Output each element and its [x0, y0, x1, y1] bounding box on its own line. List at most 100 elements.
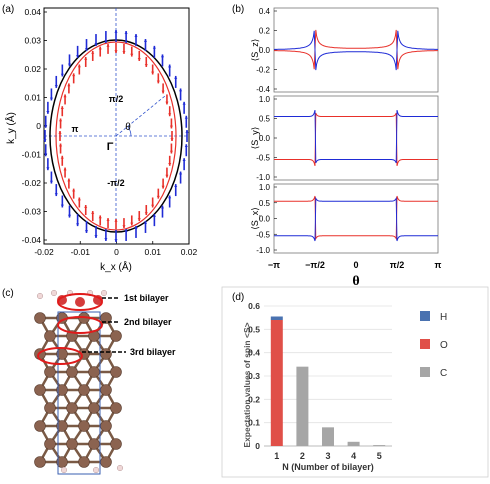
blue-spin-arrow — [94, 225, 98, 238]
chart-x-ticks: 1 2 3 4 5 — [274, 451, 381, 461]
carbon-atom — [78, 420, 90, 432]
y-tick-label: 0.0 — [259, 215, 271, 224]
red-spin-arrow — [84, 56, 88, 67]
blue-spin-arrow — [152, 45, 156, 58]
x-tick-label: 0 — [114, 247, 119, 257]
y-tick-label: 0.4 — [259, 7, 271, 16]
panel-a-ylabel: k_y (Å) — [4, 112, 17, 144]
y-tick-label: -0.4 — [256, 85, 270, 94]
panel-a-y-ticks: 0.04 0.03 0.02 0.01 0 -0.01 -0.02 -0.03 -0.04 — [22, 7, 47, 245]
blue-spin-arrow — [76, 45, 80, 58]
chart-ylabel: Expectation values of spin <S> — [242, 322, 252, 447]
red-spin-arrow — [91, 211, 95, 222]
carbon-atom — [44, 330, 56, 342]
label-minus-pi-half: -π/2 — [107, 178, 124, 188]
blue-spin-arrow — [84, 39, 89, 52]
blue-spin-arrow — [184, 115, 188, 128]
bar-c — [296, 366, 309, 446]
red-spin-arrow — [58, 131, 62, 141]
spin-subplot: 1.0 0.5 0.0 -0.5 -1.0 ⟨S_y⟩ — [250, 95, 439, 182]
red-spin-arrow — [106, 218, 110, 229]
label-pi-half: π/2 — [109, 94, 123, 104]
carbon-atom — [88, 438, 100, 450]
carbon-atom — [56, 420, 68, 432]
x-tick-label: 1 — [274, 451, 279, 461]
red-spin-curve — [274, 29, 438, 70]
red-spin-arrow — [72, 73, 76, 84]
x-tick-label: 0.01 — [144, 247, 161, 257]
blue-spin-arrow — [179, 88, 183, 101]
theta-tick-label: −π/2 — [305, 260, 325, 270]
red-spin-arrow — [98, 46, 102, 57]
red-spin-arrow — [72, 188, 76, 199]
red-spin-arrow — [59, 118, 63, 129]
y-tick-label: 0.5 — [259, 199, 271, 208]
subplot-ylabel: ⟨S_x⟩ — [250, 207, 260, 230]
carbon-atom — [56, 384, 68, 396]
chart-xlabel: N (Number of bilayer) — [282, 462, 374, 472]
blue-spin-arrow — [67, 54, 72, 67]
red-spin-arrow — [168, 106, 172, 117]
y-tick-label: 0.0 — [259, 46, 271, 55]
y-tick-label: 0.02 — [24, 64, 41, 74]
panel-d: (d) Expectation values of spin <S> N (Nu… — [221, 286, 489, 478]
red-spin-arrow — [170, 131, 174, 141]
carbon-atom — [88, 402, 100, 414]
y-tick-label: -1.0 — [256, 173, 270, 182]
y-tick-label: 1.0 — [259, 183, 271, 192]
red-spin-arrow — [161, 83, 165, 94]
carbon-atom — [56, 456, 68, 468]
legend-label: H — [440, 312, 447, 323]
legend-swatch — [420, 311, 430, 321]
panel-a-x-ticks: -0.02 -0.01 0 0.01 0.02 — [34, 241, 198, 257]
legend-swatch — [420, 339, 430, 349]
y-tick-label: 1.0 — [259, 95, 271, 104]
y-tick-label: 0.2 — [259, 27, 271, 36]
theta-tick-label: π — [435, 260, 442, 270]
red-spin-arrow — [114, 43, 118, 53]
x-tick-label: 4 — [351, 451, 356, 461]
oxygen-atom — [75, 297, 85, 307]
carbon-atom — [44, 438, 56, 450]
y-tick-label: -0.5 — [256, 154, 270, 163]
red-spin-curve — [274, 195, 438, 241]
hydrogen-atom — [60, 466, 68, 474]
y-tick-label: 0.5 — [259, 115, 271, 124]
chart-y-ticks: 0.6 0.5 0.4 0.3 0.2 0.1 0 — [248, 301, 260, 451]
red-spin-arrow — [165, 94, 169, 105]
label-pi: π — [72, 124, 79, 134]
unit-cell — [57, 311, 101, 475]
red-spin-arrow — [91, 50, 95, 61]
hydrogen-atom — [36, 292, 44, 300]
carbon-atom — [100, 384, 112, 396]
red-spin-arrow — [67, 178, 71, 189]
panel-c-tag: (c) — [2, 288, 14, 299]
chart-gridlines — [264, 305, 392, 447]
x-tick-label: 5 — [377, 451, 382, 461]
blue-spin-arrow — [54, 75, 58, 88]
blue-spin-curve — [274, 109, 438, 164]
bar-c — [347, 441, 360, 446]
blue-spin-arrow — [44, 144, 48, 157]
red-spin-arrow — [98, 215, 102, 226]
blue-spin-arrow — [168, 64, 172, 77]
panel-c: (c) 1st bilayer 2nd bilayer 3rd bilayer — [2, 288, 176, 475]
panel-b-tag: (b) — [232, 4, 244, 15]
bilayer-2-label: 2nd bilayer — [124, 317, 172, 327]
red-spin-arrow — [77, 197, 81, 208]
blue-spin-arrow — [60, 195, 64, 208]
hydrogen-atom — [92, 466, 100, 474]
red-spin-arrow — [122, 43, 126, 54]
blue-spin-arrow — [124, 228, 128, 241]
blue-spin-arrow — [104, 228, 108, 241]
subplot-frame — [273, 95, 439, 181]
theta-tick-label: 0 — [353, 260, 358, 270]
y-tick-label: 0.3 — [248, 371, 260, 381]
blue-spin-arrow — [160, 54, 165, 67]
label-gamma: Γ — [107, 141, 114, 153]
carbon-atom — [100, 420, 112, 432]
spin-subplot: 0.4 0.2 0.0 -0.2 -0.4 ⟨S_z⟩ — [250, 7, 439, 94]
y-tick-label: -0.03 — [22, 207, 42, 217]
blue-spin-arrow — [46, 158, 50, 171]
y-tick-label: -1.0 — [256, 246, 270, 255]
